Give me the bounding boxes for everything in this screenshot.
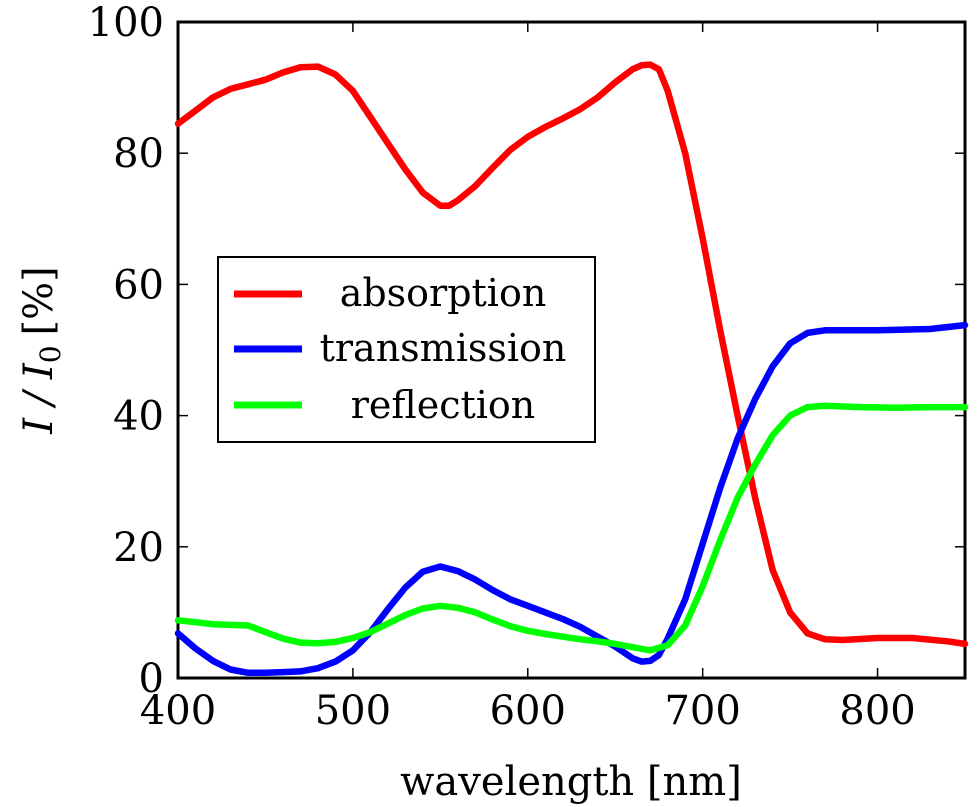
y-tick-label: 40: [113, 394, 164, 440]
x-axis-label: wavelength [nm]: [400, 759, 742, 805]
svg-text:I / I0[%]: I / I0 [%]: [16, 266, 67, 435]
legend-label-reflection: reflection: [351, 383, 536, 427]
legend-label-transmission: transmission: [320, 326, 567, 370]
y-axis-label-unit: [%]: [16, 266, 62, 335]
y-axis-label-subscript: 0: [34, 345, 67, 363]
y-tick-label: 100: [88, 0, 164, 46]
x-axis-ticks: 400 500 600 700 800: [140, 22, 916, 734]
x-tick-label: 500: [315, 688, 391, 734]
legend-label-absorption: absorption: [340, 271, 547, 315]
plot-area-frame: [176, 20, 967, 680]
series-line-transmission: [174, 321, 969, 677]
y-tick-label: 60: [113, 262, 164, 308]
series-line-reflection: [174, 402, 969, 654]
series-layer: [174, 61, 969, 677]
y-axis-label: I / I0 [%]: [16, 266, 67, 435]
y-axis-ticks: 0 20 40 60 80 100: [88, 0, 965, 702]
y-tick-label: 20: [113, 525, 164, 571]
x-tick-label: 600: [490, 688, 566, 734]
x-tick-label: 800: [839, 688, 915, 734]
x-tick-label: 700: [664, 688, 740, 734]
y-tick-label: 80: [113, 131, 164, 177]
y-tick-label: 0: [139, 656, 164, 702]
legend: absorption transmission reflection: [217, 256, 596, 443]
series-line-absorption: [174, 61, 969, 648]
y-axis-label-main: I / I: [16, 362, 62, 435]
x-tick-label: 400: [140, 688, 216, 734]
